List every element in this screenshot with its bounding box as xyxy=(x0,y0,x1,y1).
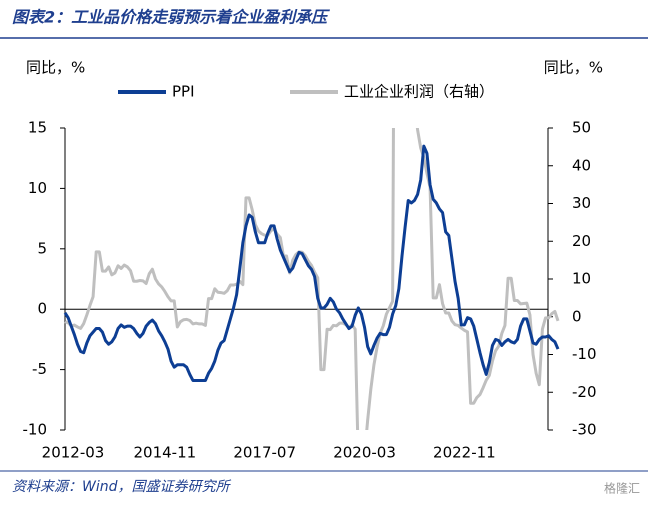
legend-label: 工业企业利润（右轴） xyxy=(344,83,494,101)
legend-label: PPI xyxy=(172,83,195,101)
plot-area xyxy=(63,128,560,430)
y2-tick-label: -30 xyxy=(572,421,597,439)
y-tick-label: 0 xyxy=(37,300,47,318)
y2-tick-label: 30 xyxy=(572,194,591,212)
source: 资料来源：Wind，国盛证券研究所 xyxy=(12,479,231,495)
y-tick-label: -5 xyxy=(32,360,47,378)
x-tick-label: 2020-03 xyxy=(333,444,396,462)
y2-tick-label: -10 xyxy=(572,345,597,363)
y-tick-label: 15 xyxy=(28,119,47,137)
y2-tick-label: 20 xyxy=(572,232,591,250)
y-tick-label: 5 xyxy=(37,239,47,257)
watermark: 格隆汇 xyxy=(604,481,640,496)
y-tick-label: -10 xyxy=(23,421,48,439)
y-tick-label: 10 xyxy=(28,179,47,197)
y2-tick-label: -20 xyxy=(572,383,597,401)
series-line xyxy=(63,144,560,382)
series-line xyxy=(64,128,560,430)
y2-axis-label: 同比，% xyxy=(544,59,603,77)
x-tick-label: 2014-11 xyxy=(134,444,197,462)
y2-tick-label: 40 xyxy=(572,156,591,174)
y2-tick-label: 10 xyxy=(572,270,591,288)
x-tick-label: 2012-03 xyxy=(42,444,105,462)
y2-tick-label: 0 xyxy=(572,307,582,325)
y-axis-label: 同比，% xyxy=(26,59,85,77)
y2-tick-label: 50 xyxy=(572,119,591,137)
x-tick-label: 2017-07 xyxy=(233,444,296,462)
chart-title: 图表2：工业品价格走弱预示着企业盈利承压 xyxy=(12,8,330,27)
x-tick-label: 2022-11 xyxy=(433,444,496,462)
